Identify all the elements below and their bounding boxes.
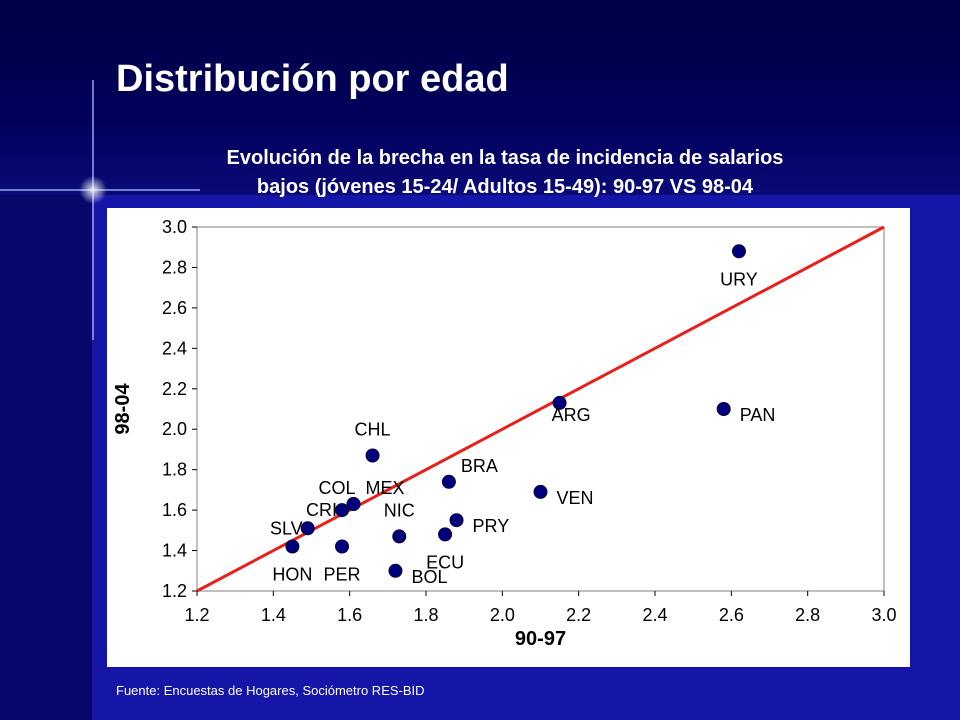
- y-tick-label: 2.4: [162, 338, 187, 358]
- x-tick-label: 2.8: [795, 605, 820, 625]
- y-tick-label: 1.2: [162, 581, 187, 601]
- slide-background-top: [0, 0, 960, 195]
- point-label: URY: [720, 269, 758, 289]
- chart-panel: 1.2 1.4 1.6 1.8 2.0 2.2 2.4 2.6 2.8 3.0 1.2 1.4 1.6…: [107, 208, 910, 667]
- point-label: VEN: [557, 488, 594, 508]
- point-label: PER: [324, 565, 361, 585]
- x-tick-label: 1.6: [337, 605, 362, 625]
- y-tick-label: 2.2: [162, 379, 187, 399]
- source-note: Fuente: Encuestas de Hogares, Sociómetro…: [116, 683, 425, 698]
- slide-title: Distribución por edad: [116, 58, 509, 100]
- point-label: BOL: [411, 567, 447, 587]
- slide-background-left-band: [0, 195, 92, 720]
- data-point: [346, 497, 361, 512]
- data-point: [365, 448, 380, 463]
- point-label: ARG: [552, 405, 591, 425]
- y-tick-label: 2.6: [162, 298, 187, 318]
- sparkle-decoration: [0, 80, 200, 340]
- data-point: [533, 484, 548, 499]
- data-point: [438, 527, 453, 542]
- data-points: [285, 244, 746, 578]
- x-axis-label: 90-97: [515, 628, 566, 650]
- x-tick-label: 1.4: [261, 605, 286, 625]
- point-label: MEX: [365, 478, 404, 498]
- point-label: COL: [318, 478, 355, 498]
- x-tick-label: 1.8: [413, 605, 438, 625]
- point-label: PRY: [473, 516, 510, 536]
- point-label: SLV: [270, 518, 303, 538]
- chart-title-line-2: bajos (jóvenes 15-24/ Adultos 15-49): 90…: [256, 176, 754, 198]
- point-label: BRA: [461, 456, 498, 476]
- data-point: [388, 563, 403, 578]
- x-tick-label: 2.6: [719, 605, 744, 625]
- point-label: CHL: [355, 420, 391, 440]
- data-point: [300, 521, 315, 536]
- y-tick-label: 2.0: [162, 419, 187, 439]
- chart-title-line-1: Evolución de la brecha en la tasa de inc…: [226, 147, 784, 169]
- y-tick-label: 2.8: [162, 257, 187, 277]
- x-axis: 1.2 1.4 1.6 1.8 2.0 2.2 2.4 2.6 2.8 3.0: [184, 591, 897, 625]
- point-label: ECU: [426, 552, 464, 572]
- x-tick-label: 1.2: [184, 605, 209, 625]
- y-tick-label: 1.6: [162, 500, 187, 520]
- point-label: HON: [272, 565, 312, 585]
- data-point: [552, 395, 567, 410]
- x-tick-label: 2.4: [642, 605, 667, 625]
- data-point: [335, 539, 350, 554]
- scatter-plot: 1.2 1.4 1.6 1.8 2.0 2.2 2.4 2.6 2.8 3.0 1.2 1.4 1.6…: [112, 217, 897, 650]
- y-tick-label: 3.0: [162, 217, 187, 237]
- point-label: CRI: [306, 500, 337, 520]
- plot-area-frame: [196, 226, 885, 592]
- point-label: PAN: [740, 405, 776, 425]
- chart-title: Evolución de la brecha en la tasa de inc…: [160, 144, 850, 202]
- data-point: [716, 402, 731, 416]
- data-point: [449, 513, 464, 528]
- data-point: [731, 244, 746, 259]
- y-tick-label: 1.4: [162, 541, 187, 561]
- data-point: [285, 539, 300, 554]
- y-axis: 1.2 1.4 1.6 1.8 2.0 2.2 2.4 2.6 2.8 3.0: [162, 217, 197, 601]
- x-tick-label: 2.0: [490, 605, 515, 625]
- point-label: NIC: [384, 500, 415, 520]
- data-point: [392, 529, 407, 544]
- x-tick-label: 2.2: [566, 605, 591, 625]
- x-tick-label: 3.0: [871, 605, 896, 625]
- data-point: [335, 503, 350, 518]
- y-tick-label: 1.8: [162, 460, 187, 480]
- data-point: [441, 474, 456, 489]
- y-axis-label: 98-04: [112, 383, 134, 435]
